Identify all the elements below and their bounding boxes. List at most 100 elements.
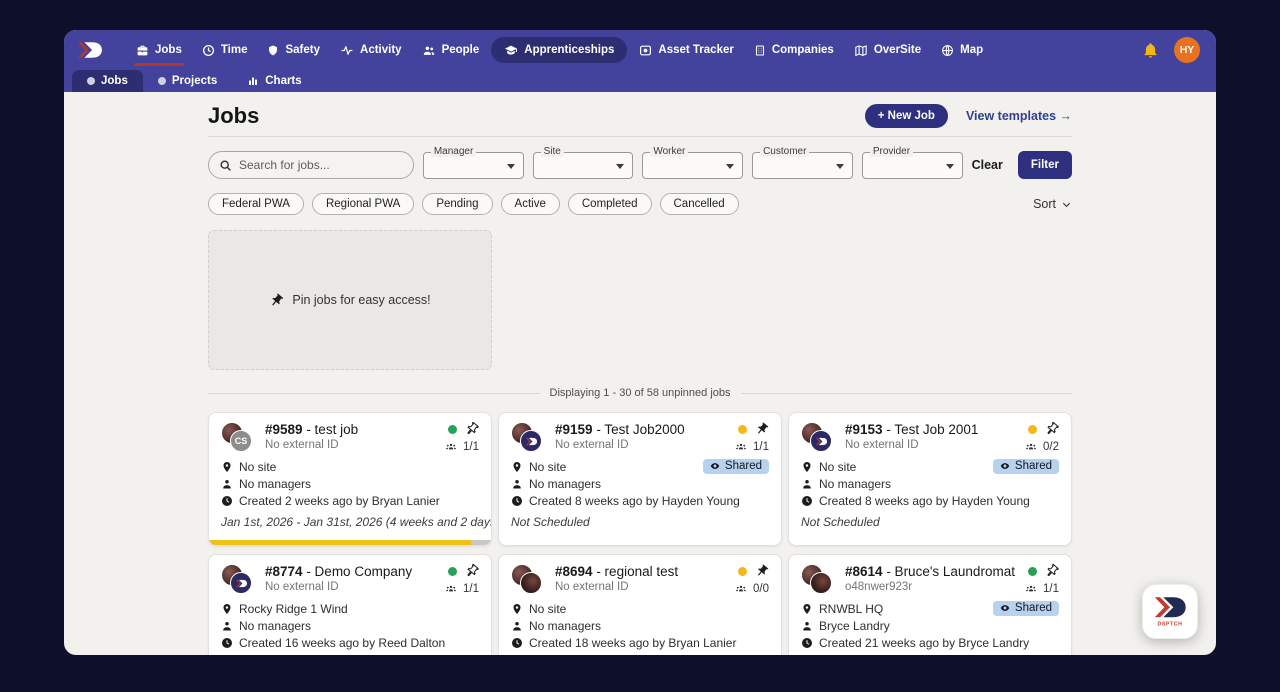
person-icon [803,621,811,630]
dispatch-wordmark: DSPTCH [1158,622,1183,628]
group-icon [445,443,457,449]
person-icon [513,479,521,488]
job-cards-grid: CS #9589 - test job No external ID [208,412,1072,655]
site-row: No site [511,600,769,617]
chevron-down-icon [945,163,954,169]
notifications-bell-icon[interactable] [1142,42,1159,59]
nav-item-map[interactable]: Map [931,30,993,70]
schedule-text: Not Scheduled [801,515,880,529]
nav-item-label: Map [960,44,984,56]
managers-row: No managers [801,475,1059,492]
manager-select[interactable]: Manager [422,145,524,179]
avatar-stack [801,564,837,596]
pin-outline-icon[interactable] [1045,421,1059,436]
job-card[interactable]: CS #9589 - test job No external ID [208,412,492,546]
site-select[interactable]: Site [532,145,634,179]
nav-item-safety[interactable]: Safety [257,30,330,70]
external-id: No external ID [845,439,919,451]
pushpin-icon [272,293,284,305]
page-title: Jobs [208,103,260,128]
chevron-down-icon [506,163,515,169]
status-dot [1028,566,1037,576]
search-input[interactable] [239,158,403,172]
pin-filled-icon[interactable] [755,564,769,578]
worker-count: 1/1 [734,441,769,453]
shield-icon [267,44,279,57]
clear-button[interactable]: Clear [971,158,1003,172]
nav-item-oversite[interactable]: OverSite [844,30,931,70]
chip-regional-pwa[interactable]: Regional PWA [311,193,415,215]
nav-item-asset-tracker[interactable]: Asset Tracker [629,30,743,70]
location-pin-icon [803,461,811,472]
person-icon [803,479,811,488]
provider-select[interactable]: Provider [861,145,963,179]
view-templates-link[interactable]: View templates → [965,109,1072,123]
chip-pending[interactable]: Pending [422,193,493,215]
location-pin-icon [513,603,521,614]
building-icon [754,44,766,57]
avatar-logo [810,430,832,452]
pin-jobs-dropzone[interactable]: Pin jobs for easy access! [208,230,492,370]
status-dot [738,424,747,434]
subnav-tab-label: Charts [265,75,302,87]
chip-federal-pwa[interactable]: Federal PWA [208,193,304,215]
chip-active[interactable]: Active [500,193,560,215]
status-dot [738,566,747,576]
nav-item-jobs[interactable]: Jobs [126,30,192,70]
avatar-logo [520,430,542,452]
eye-icon [710,463,720,469]
customer-select[interactable]: Customer [752,145,853,179]
managers-row: Bryce Landry [801,617,1059,634]
pin-outline-icon[interactable] [1045,563,1059,578]
subnav-tab-charts[interactable]: Charts [232,70,316,92]
select-label: Worker [650,145,689,157]
status-dot [448,566,457,576]
dispatch-logo[interactable] [76,30,104,70]
subnav-tab-label: Projects [171,75,218,87]
worker-count: 0/2 [1024,441,1059,453]
person-icon [223,479,231,488]
job-title: #9589 - test job [265,422,359,437]
job-title: #8694 - regional test [555,564,679,579]
results-divider: Displaying 1 - 30 of 58 unpinned jobs [208,387,1073,399]
user-avatar[interactable]: HY [1174,37,1200,63]
worker-select[interactable]: Worker [642,145,744,179]
nav-item-label: Time [220,44,248,56]
job-card[interactable]: #9159 - Test Job2000 No external ID [498,412,782,546]
pin-outline-icon[interactable] [465,421,479,436]
dispatch-floating-button[interactable]: DSPTCH [1142,584,1198,639]
header-divider [208,136,1072,137]
pin-outline-icon[interactable] [465,563,479,578]
managers-row: No managers [221,617,479,634]
external-id: No external ID [555,439,629,451]
created-row: Created 16 weeks ago by Reed Dalton [221,634,479,651]
managers-row: No managers [511,475,769,492]
job-card[interactable]: #9153 - Test Job 2001 No external ID [788,412,1072,546]
sort-dropdown[interactable]: Sort [1033,197,1072,211]
chip-cancelled[interactable]: Cancelled [659,193,739,215]
job-card[interactable]: #8614 - Bruce's Laundromat o48nwer923r [788,554,1072,655]
site-row: Rocky Ridge 1 Wind [221,600,479,617]
nav-item-companies[interactable]: Companies [744,30,844,70]
nav-item-activity[interactable]: Activity [330,30,412,70]
created-row: Created 8 weeks ago by Hayden Young [511,492,769,509]
job-card[interactable]: #8694 - regional test No external ID [498,554,782,655]
pin-filled-icon[interactable] [755,422,769,436]
job-card[interactable]: #8774 - Demo Company No external ID [208,554,492,655]
nav-item-apprenticeships[interactable]: Apprenticeships [491,37,628,63]
subnav-tab-projects[interactable]: Projects [143,70,232,92]
subnav-tab-jobs[interactable]: Jobs [72,70,143,92]
nav-item-label: Activity [360,44,402,56]
pin-message: Pin jobs for easy access! [292,293,431,307]
nav-item-time[interactable]: Time [192,30,258,70]
filter-button[interactable]: Filter [1017,151,1072,179]
dispatch-logo: DSPTCH [1154,597,1186,628]
avatar-initials: HY [1179,44,1195,56]
search-box[interactable] [208,151,414,179]
chevron-down-icon [726,163,735,169]
new-job-button[interactable]: + New Job [864,104,948,128]
nav-item-label: Asset Tracker [658,44,734,56]
nav-item-people[interactable]: People [412,30,490,70]
created-row: Created 8 weeks ago by Hayden Young [801,492,1059,509]
chip-completed[interactable]: Completed [567,193,652,215]
